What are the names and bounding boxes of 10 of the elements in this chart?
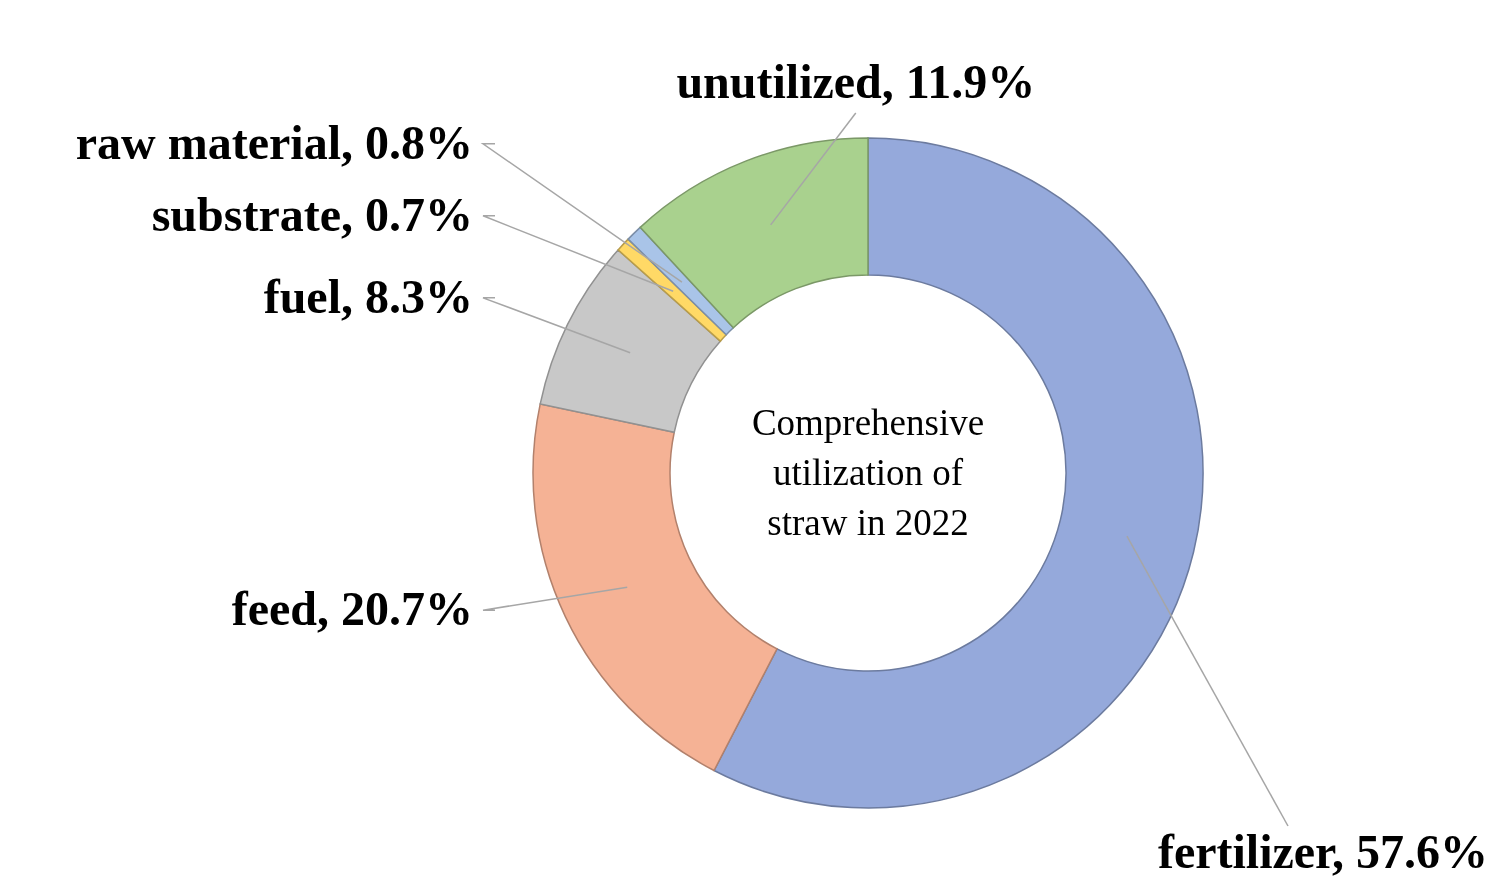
slice-label: substrate, 0.7%	[151, 187, 473, 241]
donut-slice	[713, 137, 1204, 809]
slice-label: feed, 20.7%	[231, 582, 473, 636]
text: Comprehensive utilization of straw in 2022	[751, 402, 985, 543]
slice-label: raw material, 0.8%	[75, 115, 473, 169]
slice-label: fertilizer, 57.6%	[1157, 825, 1488, 878]
slice-label: fuel, 8.3%	[263, 269, 473, 323]
donut-slice	[539, 249, 722, 433]
slice-label: unutilized, 11.9%	[676, 55, 1036, 108]
donut-slice	[639, 137, 869, 329]
